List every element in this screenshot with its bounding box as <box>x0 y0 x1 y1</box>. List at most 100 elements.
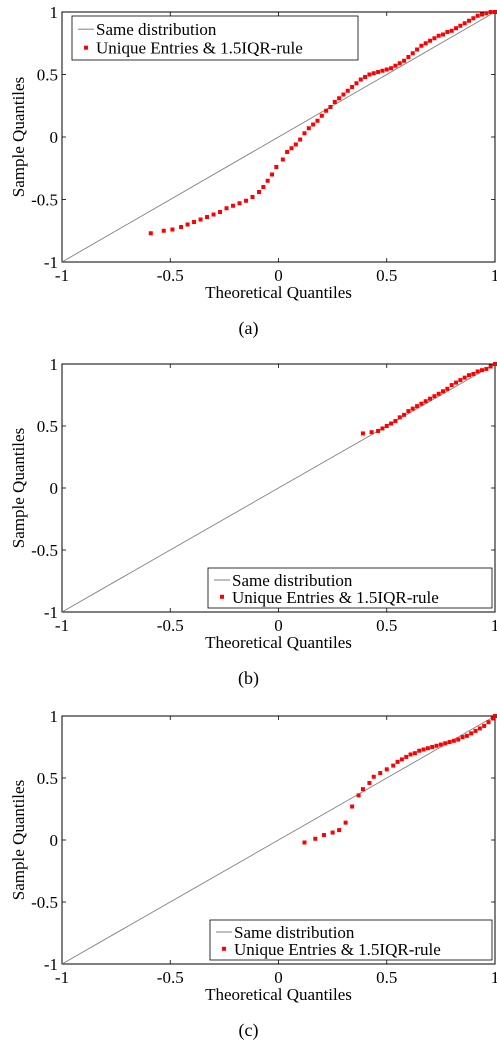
x-tick-label: -0.5 <box>157 616 184 635</box>
legend-box <box>71 15 359 61</box>
data-point <box>484 11 489 16</box>
data-point <box>350 804 355 809</box>
data-point <box>432 394 437 399</box>
x-tick-label: -0.5 <box>157 968 184 987</box>
data-point <box>324 108 329 113</box>
x-tick-label: 0.5 <box>376 968 397 987</box>
panel-caption: (b) <box>238 668 259 689</box>
data-point <box>467 373 472 378</box>
data-point <box>417 748 422 753</box>
data-point <box>412 751 417 756</box>
data-point <box>445 386 450 391</box>
data-point <box>179 225 184 229</box>
data-point <box>445 30 450 34</box>
y-tick-label: -0.5 <box>31 893 58 912</box>
panel-caption: (a) <box>239 318 259 339</box>
reference-line <box>61 715 496 965</box>
data-point <box>367 780 372 785</box>
data-point <box>205 215 210 219</box>
legend-label-series: Unique Entries & 1.5IQR-rule <box>232 588 439 607</box>
y-tick-label: -1 <box>44 603 58 622</box>
data-point <box>289 146 294 151</box>
data-point <box>358 77 363 82</box>
y-axis-label: Sample Quantiles <box>9 77 28 197</box>
data-point <box>464 733 469 738</box>
data-point <box>384 767 389 772</box>
data-point <box>356 793 361 798</box>
data-point <box>393 63 398 68</box>
data-point <box>404 754 409 759</box>
data-point <box>493 714 497 718</box>
data-point <box>471 371 476 376</box>
legend-label-reference: Same distribution <box>96 20 217 39</box>
y-tick-label: 0.5 <box>37 66 58 85</box>
x-axis-label: Theoretical Quantiles <box>205 283 352 302</box>
data-point <box>397 61 402 66</box>
data-point <box>274 165 279 169</box>
data-point <box>441 32 446 37</box>
reference-line <box>61 11 496 263</box>
data-point <box>360 431 365 436</box>
legend-label-reference: Same distribution <box>234 923 355 942</box>
data-point <box>170 227 175 232</box>
data-point <box>393 419 398 424</box>
data-point <box>438 742 443 747</box>
x-tick-label: -1 <box>55 968 69 987</box>
data-point <box>419 43 424 48</box>
data-point <box>148 231 153 236</box>
data-point <box>432 36 437 41</box>
chart-panel-3: -1 -0.5 0 0.5 1 -1 -0.5 0 0.5 1 Theoretical Quanti… <box>9 707 497 1040</box>
data-point <box>458 23 463 28</box>
data-point <box>490 716 495 721</box>
data-point <box>237 201 242 206</box>
data-point <box>421 747 426 752</box>
data-point <box>428 396 433 401</box>
data-point <box>302 840 307 845</box>
data-point <box>462 21 467 26</box>
data-point <box>397 415 402 420</box>
data-point <box>449 383 454 388</box>
legend-point-swatch <box>220 594 224 599</box>
x-tick-label: 0 <box>274 968 283 987</box>
data-point <box>469 731 474 736</box>
data-point <box>345 88 350 93</box>
data-point <box>380 68 385 73</box>
data-point <box>280 157 285 162</box>
data-point <box>306 126 311 131</box>
y-tick-label: -1 <box>44 955 58 974</box>
data-point <box>250 195 255 199</box>
data-point <box>488 364 493 369</box>
x-tick-label: 1 <box>491 616 497 635</box>
data-point <box>428 38 433 43</box>
y-tick-label: -0.5 <box>31 191 58 210</box>
data-point <box>270 172 275 177</box>
data-point <box>460 735 465 740</box>
y-tick-label: 1 <box>50 355 59 374</box>
y-tick-label: -1 <box>44 253 58 272</box>
data-point <box>211 212 216 217</box>
data-point <box>475 369 480 374</box>
data-point <box>343 820 348 825</box>
legend-box <box>207 567 493 609</box>
panel-caption: (c) <box>239 1020 259 1040</box>
data-point <box>350 85 355 89</box>
y-tick-label: 0.5 <box>37 417 58 436</box>
data-point <box>293 142 298 147</box>
data-point <box>257 190 262 194</box>
data-point <box>423 399 428 404</box>
x-tick-label: -1 <box>55 266 69 285</box>
data-point <box>475 13 480 18</box>
data-point <box>406 55 411 59</box>
y-tick-label: 0.5 <box>37 769 58 788</box>
data-point <box>244 198 249 203</box>
data-point <box>185 222 190 227</box>
x-tick-label: -1 <box>55 616 69 635</box>
data-point <box>449 28 454 33</box>
data-point <box>488 10 493 14</box>
x-axis-label: Theoretical Quantiles <box>205 633 352 652</box>
x-tick-label: 0 <box>274 616 283 635</box>
data-point <box>447 740 452 745</box>
data-point <box>298 137 303 142</box>
